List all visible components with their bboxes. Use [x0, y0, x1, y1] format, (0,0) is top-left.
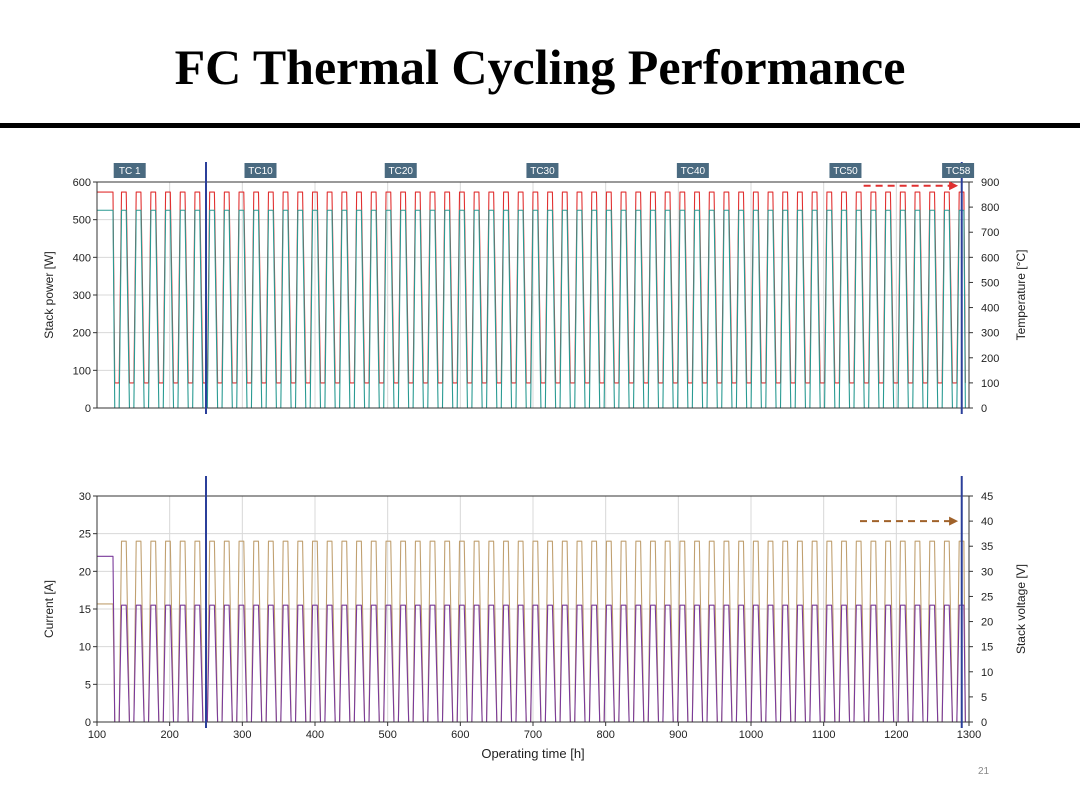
right-tick-label: 200 [981, 353, 999, 365]
x-tick-label: 1300 [957, 729, 981, 741]
left-tick-label: 600 [73, 177, 91, 189]
right-tick-label: 20 [981, 617, 993, 629]
left-tick-label: 20 [79, 566, 91, 578]
cycle-label: TC50 [833, 166, 858, 177]
left-tick-label: 25 [79, 529, 91, 541]
x-tick-label: 100 [88, 729, 106, 741]
cycle-label-box [829, 163, 862, 178]
right-tick-label: 600 [981, 252, 999, 264]
x-tick-label: 600 [451, 729, 469, 741]
left-tick-label: 200 [73, 328, 91, 340]
x-tick-label: 900 [669, 729, 687, 741]
right-tick-label: 400 [981, 303, 999, 315]
x-tick-label: 1100 [812, 729, 836, 741]
right-axis-title: Stack voltage [V] [1014, 564, 1028, 654]
cycle-label: TC30 [530, 166, 555, 177]
right-axis-title: Temperature [°C] [1014, 250, 1028, 341]
x-tick-label: 1000 [739, 729, 763, 741]
cycle-label: TC 1 [119, 166, 141, 177]
cycle-label: TC20 [389, 166, 414, 177]
right-tick-label: 15 [981, 642, 993, 654]
right-tick-label: 800 [981, 202, 999, 214]
x-tick-label: 400 [306, 729, 324, 741]
cycle-label-box [942, 163, 975, 178]
right-tick-label: 40 [981, 516, 993, 528]
x-tick-label: 1200 [884, 729, 908, 741]
right-tick-label: 10 [981, 667, 993, 679]
left-tick-label: 30 [79, 491, 91, 503]
cycle-label-box [384, 163, 417, 178]
left-tick-label: 10 [79, 642, 91, 654]
left-tick-label: 0 [85, 717, 91, 729]
left-tick-label: 5 [85, 679, 91, 691]
right-tick-label: 0 [981, 717, 987, 729]
left-tick-label: 15 [79, 604, 91, 616]
cycle-label-box [244, 163, 277, 178]
left-tick-label: 400 [73, 252, 91, 264]
x-tick-label: 800 [596, 729, 614, 741]
right-tick-label: 300 [981, 328, 999, 340]
left-axis-title: Stack power [W] [42, 251, 56, 338]
left-tick-label: 100 [73, 365, 91, 377]
cycle-label-box [113, 163, 146, 178]
x-tick-label: 200 [160, 729, 178, 741]
chart-panel-1: 0 100 200 300 400 500 600 0 100 200 300 400 500 600 70… [42, 162, 1028, 415]
left-tick-label: 300 [73, 290, 91, 302]
left-axis-title: Current [A] [42, 580, 56, 638]
right-tick-label: 30 [981, 566, 993, 578]
annotation-arrow-head [949, 516, 959, 526]
right-tick-label: 900 [981, 177, 999, 189]
right-tick-label: 25 [981, 591, 993, 603]
cycle-label: TC10 [248, 166, 273, 177]
left-tick-label: 500 [73, 215, 91, 227]
right-tick-label: 500 [981, 277, 999, 289]
x-tick-label: 300 [233, 729, 251, 741]
slide-title: FC Thermal Cycling Performance [174, 39, 906, 95]
x-tick-label: 500 [378, 729, 396, 741]
cycle-label: TC58 [946, 166, 971, 177]
x-axis-title: Operating time [h] [481, 746, 584, 761]
right-tick-label: 0 [981, 403, 987, 415]
right-tick-label: 100 [981, 378, 999, 390]
annotation-arrow-head [949, 181, 959, 191]
left-tick-label: 0 [85, 403, 91, 415]
x-tick-label: 700 [524, 729, 542, 741]
title-divider [0, 123, 1080, 128]
cycle-label: TC40 [681, 166, 706, 177]
slide-number: 21 [978, 766, 990, 777]
right-tick-label: 35 [981, 541, 993, 553]
right-tick-label: 700 [981, 227, 999, 239]
cycle-label-box [526, 163, 559, 178]
cycle-label-box [676, 163, 709, 178]
right-tick-label: 45 [981, 491, 993, 503]
right-tick-label: 5 [981, 692, 987, 704]
